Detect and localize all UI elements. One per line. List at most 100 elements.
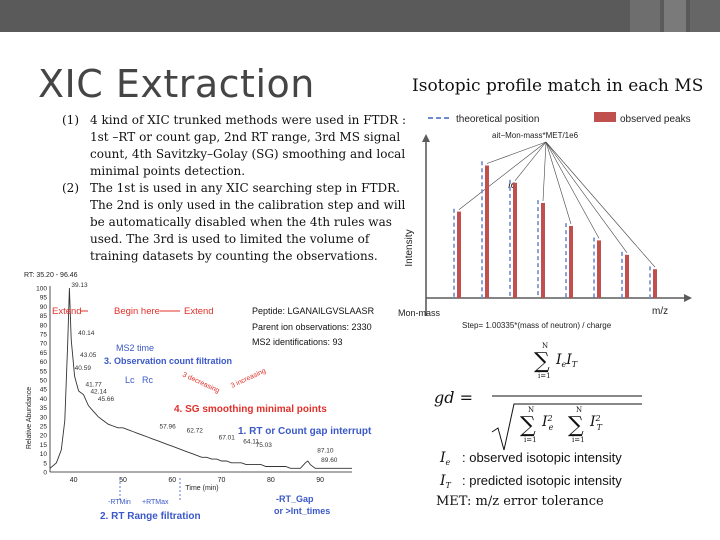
sum-symbol: ∑ <box>520 413 536 438</box>
legend-theoretical-label: theoretical position <box>456 114 539 125</box>
observed-peak-bar <box>625 254 629 298</box>
error-tolerance-pointer <box>458 141 547 210</box>
xic-trace <box>49 287 352 469</box>
decreasing-label: 3 decreasing <box>181 371 220 394</box>
observed-peak-bar <box>653 269 657 298</box>
note-item: (2) The 1st is used in any XIC searching… <box>62 180 407 265</box>
ie-label: Ie <box>508 180 517 191</box>
y-tick-label: 95 <box>40 295 48 302</box>
gd-label: gd = <box>434 388 473 407</box>
error-tolerance-pointer <box>486 141 547 164</box>
peak-label: 75.03 <box>256 442 273 449</box>
mass-error-formula: ait−Mon-mass*MET/1e6 <box>492 131 579 140</box>
error-tolerance-pointer <box>542 141 547 201</box>
y-tick-label: 45 <box>40 387 48 394</box>
sum-lower-limit: i=1 <box>538 372 551 380</box>
peak-label: 89.60 <box>321 457 338 464</box>
note-text: The 1st is used in any XIC searching ste… <box>90 181 406 263</box>
observation-count-filtration-label: 3. Observation count filtration <box>104 356 232 366</box>
legend-observed-swatch <box>594 112 616 122</box>
y-tick-label: 75 <box>40 332 48 339</box>
observed-peak-bar <box>597 240 601 298</box>
x-tick-label: 60 <box>168 477 176 484</box>
x-tick-label: 40 <box>70 477 78 484</box>
x-tick-label: 90 <box>316 477 324 484</box>
x-axis-arrowhead <box>684 294 692 302</box>
rt-gap-label: -RT_Gap <box>276 494 314 504</box>
x-axis-label: m/z <box>652 306 668 317</box>
step-formula: Step= 1.00335*(mass of neutron) / charge <box>462 321 612 330</box>
peptide-label: Peptide: LGANAILGVSLAASR <box>252 306 375 316</box>
ie-description: : observed isotopic intensity <box>462 450 622 465</box>
y-tick-label: 60 <box>40 359 48 366</box>
rtmin-label: -RTMin <box>108 499 131 506</box>
peak-label: 39.13 <box>71 282 88 289</box>
sum-upper-limit: N <box>542 342 548 350</box>
y-tick-label: 40 <box>40 396 48 403</box>
y-tick-label: 15 <box>40 442 48 449</box>
error-tolerance-pointer <box>545 141 628 253</box>
y-tick-label: 55 <box>40 368 48 375</box>
note-number: (1) <box>62 113 79 127</box>
ms2-identifications-label: MS2 identifications: 93 <box>252 337 343 347</box>
isotopic-profile-figure: theoretical position observed peaks ait−… <box>398 112 692 330</box>
x-tick-label: 70 <box>218 477 226 484</box>
observed-peak-bar <box>541 202 545 298</box>
title-bar-decoration <box>0 0 720 32</box>
y-tick-label: 90 <box>40 304 48 311</box>
gd-formula: gd = N ∑ i=1 IeIT N ∑ i=1 I2 e N ∑ i=1 I2… <box>434 342 642 490</box>
increasing-label: 3 increasing <box>230 367 267 389</box>
peak-label: 67.01 <box>219 435 236 442</box>
peak-label: 41.77 <box>86 381 103 388</box>
y-tick-label: 20 <box>40 433 48 440</box>
extend-left-label: Extend <box>52 306 82 317</box>
y-axis-label: Relative Abundance <box>26 387 33 449</box>
peak-label: 43.05 <box>80 352 97 359</box>
observed-peak-bar <box>485 165 489 298</box>
peak-label: 57.96 <box>159 424 176 431</box>
x-tick-label: 50 <box>119 477 127 484</box>
y-tick-labels: 1009590858075706560555045403530252015105… <box>36 286 47 477</box>
error-tolerance-pointer <box>514 141 547 181</box>
denominator-term-it: I2 T <box>589 414 603 432</box>
y-tick-label: 10 <box>40 451 48 458</box>
peak-label: 42.14 <box>90 389 107 396</box>
observed-peak-bar <box>513 182 517 298</box>
rc-label: Rc <box>142 375 153 385</box>
x-tick-label: 80 <box>267 477 275 484</box>
numerator-term: IeIT <box>555 352 578 369</box>
slide-subtitle: Isotopic profile match in each MS <box>412 76 704 96</box>
error-tolerance-pointer <box>545 141 656 268</box>
y-tick-label: 5 <box>43 460 47 467</box>
legend-observed-label: observed peaks <box>620 114 691 125</box>
peak-label: 40.14 <box>78 330 95 337</box>
y-axis-arrowhead <box>422 134 430 142</box>
xic-chromatogram: RT: 35.20 - 96.46 Relative Abundance 100… <box>24 272 375 522</box>
observed-peak-bar <box>569 226 573 298</box>
mon-mass-label: Mon-mass <box>398 308 441 318</box>
y-tick-label: 50 <box>40 378 48 385</box>
sum-symbol: ∑ <box>534 349 550 374</box>
note-item: (1) 4 kind of XIC trunked methods were u… <box>62 112 407 180</box>
begin-here-label: Begin here <box>114 306 160 317</box>
rt-range-label: RT: 35.20 - 96.46 <box>24 272 78 279</box>
denominator-term-ie: I2 e <box>541 414 554 432</box>
sum-upper-limit: N <box>528 406 534 414</box>
sg-smoothing-label: 4. SG smoothing minimal points <box>174 404 327 415</box>
sum-upper-limit: N <box>576 406 582 414</box>
peak-label: 62.72 <box>187 427 204 434</box>
x-axis-label: Time (min) <box>185 485 218 492</box>
observed-peak-bar <box>457 211 461 298</box>
isotope-peaks <box>453 141 657 298</box>
y-tick-label: 70 <box>40 341 48 348</box>
rtmax-label: +RTMax <box>142 499 169 506</box>
y-axis-label: Intensity <box>404 229 415 266</box>
rt-gap-interrupt-label: 1. RT or Count gap interrupt <box>238 426 372 437</box>
note-text: 4 kind of XIC trunked methods were used … <box>90 113 407 178</box>
peak-label: 87.10 <box>317 448 334 455</box>
error-tolerance-pointer <box>545 141 600 239</box>
sum-lower-limit: i=1 <box>572 436 585 444</box>
x-tick-labels: 40 50 60 70 80 90 <box>70 477 324 484</box>
y-tick-label: 85 <box>40 313 48 320</box>
